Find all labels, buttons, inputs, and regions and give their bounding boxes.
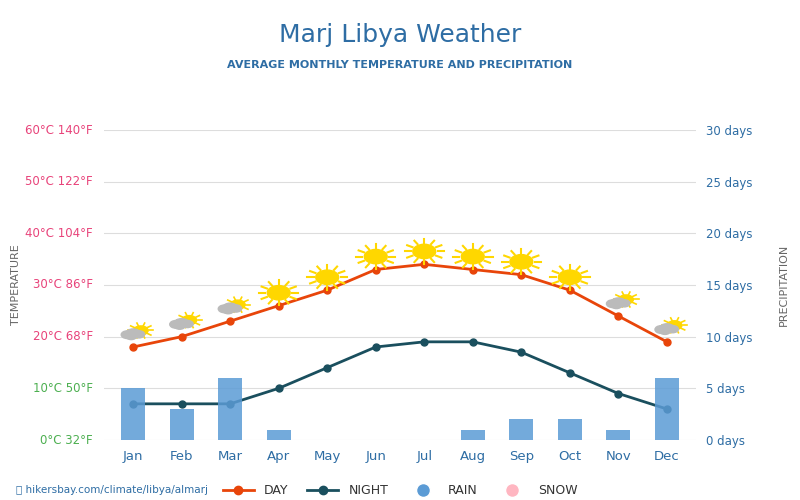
- Text: Marj Libya Weather: Marj Libya Weather: [279, 23, 521, 47]
- Text: 50°C 122°F: 50°C 122°F: [26, 175, 93, 188]
- Text: ⭕ hikersbay.com/climate/libya/almarj: ⭕ hikersbay.com/climate/libya/almarj: [16, 485, 208, 495]
- Text: 20°C 68°F: 20°C 68°F: [33, 330, 93, 343]
- Bar: [266, 430, 291, 440]
- Bar: [558, 420, 582, 440]
- Bar: [170, 409, 194, 440]
- Bar: [606, 430, 630, 440]
- Bar: [654, 378, 679, 440]
- Bar: [218, 378, 242, 440]
- Bar: [509, 420, 534, 440]
- Text: TEMPERATURE: TEMPERATURE: [11, 244, 21, 326]
- Bar: [461, 430, 485, 440]
- Bar: [121, 388, 146, 440]
- Text: 30°C 86°F: 30°C 86°F: [33, 278, 93, 291]
- Text: 40°C 104°F: 40°C 104°F: [26, 227, 93, 240]
- Text: PRECIPITATION: PRECIPITATION: [779, 244, 789, 326]
- Legend: DAY, NIGHT, RAIN, SNOW: DAY, NIGHT, RAIN, SNOW: [218, 479, 582, 500]
- Text: 10°C 50°F: 10°C 50°F: [33, 382, 93, 395]
- Text: AVERAGE MONTHLY TEMPERATURE AND PRECIPITATION: AVERAGE MONTHLY TEMPERATURE AND PRECIPIT…: [227, 60, 573, 70]
- Text: 0°C 32°F: 0°C 32°F: [40, 434, 93, 446]
- Text: 60°C 140°F: 60°C 140°F: [26, 124, 93, 136]
